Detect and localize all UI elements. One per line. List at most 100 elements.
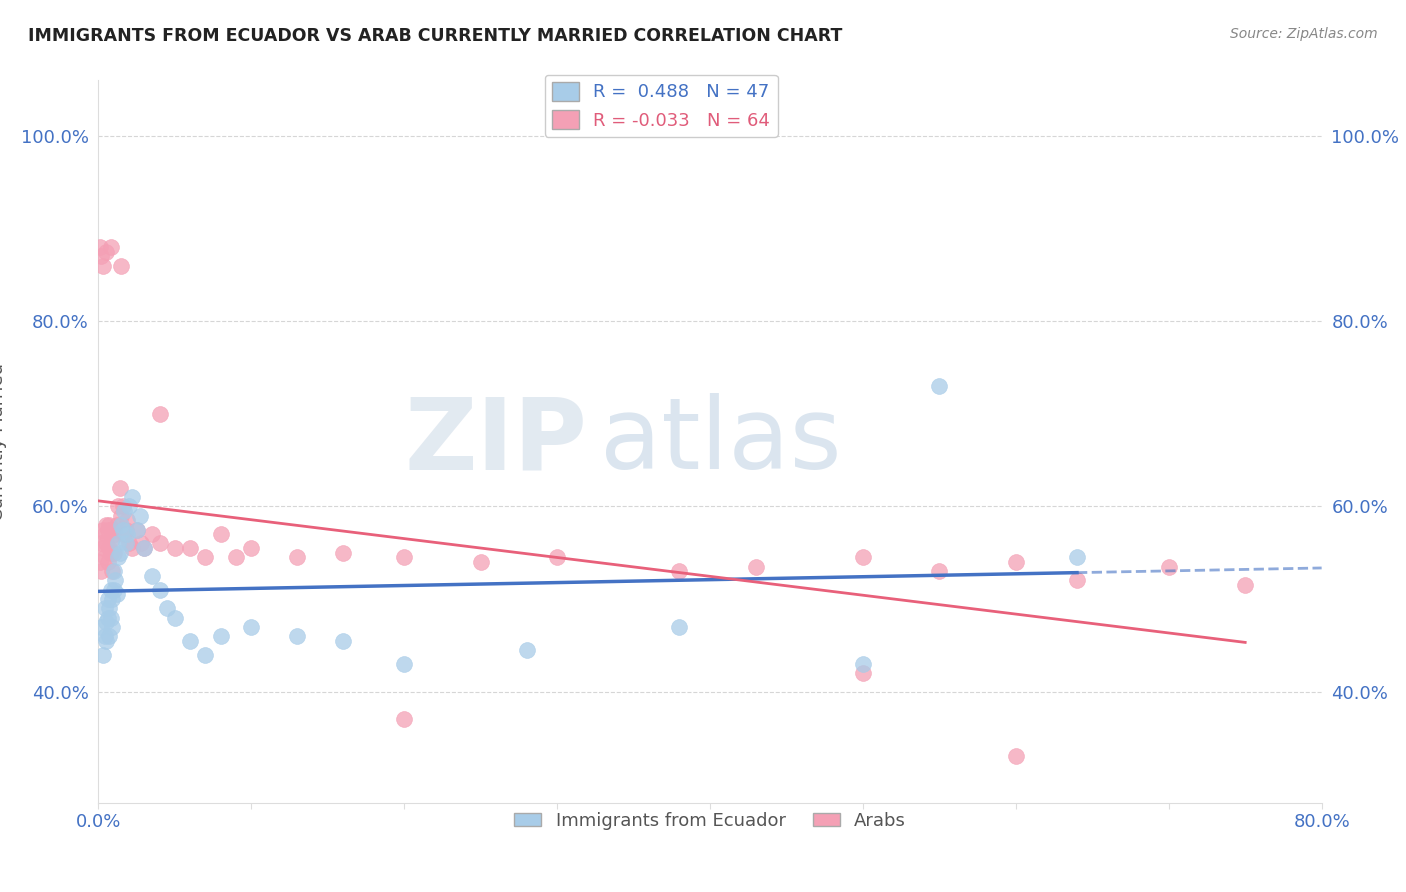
Point <box>852 657 875 671</box>
Point <box>470 555 492 569</box>
Point <box>98 541 121 555</box>
Point <box>121 490 143 504</box>
Point <box>149 536 172 550</box>
Point <box>101 620 124 634</box>
Point <box>392 713 416 727</box>
Point <box>104 527 127 541</box>
Point <box>1066 550 1088 565</box>
Text: Source: ZipAtlas.com: Source: ZipAtlas.com <box>1230 27 1378 41</box>
Point <box>118 536 141 550</box>
Point <box>156 601 179 615</box>
Point <box>285 550 308 565</box>
Point <box>112 527 135 541</box>
Point <box>103 546 125 560</box>
Point <box>163 610 186 624</box>
Point <box>115 523 138 537</box>
Point <box>101 564 124 578</box>
Point <box>112 504 135 518</box>
Point <box>285 629 308 643</box>
Point <box>97 592 120 607</box>
Point <box>103 582 125 597</box>
Point <box>852 550 875 565</box>
Point <box>668 564 690 578</box>
Point <box>392 657 416 671</box>
Point <box>90 564 112 578</box>
Point <box>129 536 152 550</box>
Point <box>110 517 132 532</box>
Point <box>225 550 247 565</box>
Point <box>928 379 950 393</box>
Point <box>128 508 150 523</box>
Point <box>100 546 122 560</box>
Point <box>1004 555 1026 569</box>
Point <box>209 527 232 541</box>
Point <box>117 513 139 527</box>
Point <box>111 500 134 514</box>
Point <box>149 582 172 597</box>
Point <box>100 240 122 254</box>
Point <box>194 550 217 565</box>
Text: IMMIGRANTS FROM ECUADOR VS ARAB CURRENTLY MARRIED CORRELATION CHART: IMMIGRANTS FROM ECUADOR VS ARAB CURRENTL… <box>28 27 842 45</box>
Point <box>107 500 129 514</box>
Point <box>110 259 132 273</box>
Point <box>91 523 114 537</box>
Point <box>745 559 768 574</box>
Point <box>97 555 120 569</box>
Point <box>332 633 354 648</box>
Text: atlas: atlas <box>600 393 842 490</box>
Point <box>94 536 117 550</box>
Point <box>98 629 121 643</box>
Point <box>108 546 131 560</box>
Point <box>107 536 129 550</box>
Point <box>100 523 122 537</box>
Point <box>91 648 114 662</box>
Point <box>332 546 354 560</box>
Point <box>94 633 117 648</box>
Point <box>94 517 117 532</box>
Point <box>240 620 263 634</box>
Point <box>179 633 201 648</box>
Point <box>111 523 134 537</box>
Point <box>98 517 121 532</box>
Point <box>928 564 950 578</box>
Point <box>117 527 139 541</box>
Point <box>110 508 132 523</box>
Point <box>668 620 690 634</box>
Point <box>1066 574 1088 588</box>
Point <box>134 541 156 555</box>
Point <box>194 648 217 662</box>
Point <box>125 523 148 537</box>
Point <box>91 541 114 555</box>
Y-axis label: Currently Married: Currently Married <box>0 362 7 521</box>
Point <box>94 615 117 630</box>
Point <box>163 541 186 555</box>
Point <box>89 555 111 569</box>
Point <box>93 601 115 615</box>
Point <box>546 550 568 565</box>
Point <box>105 517 128 532</box>
Point <box>1234 578 1257 592</box>
Point <box>94 244 117 259</box>
Point <box>90 249 112 263</box>
Point <box>141 569 163 583</box>
Point <box>89 240 111 254</box>
Point <box>121 541 143 555</box>
Point <box>107 550 129 565</box>
Point <box>125 523 148 537</box>
Legend: Immigrants from Ecuador, Arabs: Immigrants from Ecuador, Arabs <box>506 805 914 837</box>
Point <box>104 574 127 588</box>
Point <box>98 601 121 615</box>
Point <box>97 610 120 624</box>
Point <box>115 536 138 550</box>
Point <box>90 536 112 550</box>
Text: ZIP: ZIP <box>405 393 588 490</box>
Point <box>97 523 120 537</box>
Point <box>103 564 125 578</box>
Point <box>103 523 125 537</box>
Point <box>149 407 172 421</box>
Point <box>93 550 115 565</box>
Point <box>105 587 128 601</box>
Point <box>101 532 124 546</box>
Point <box>93 527 115 541</box>
Point <box>852 666 875 681</box>
